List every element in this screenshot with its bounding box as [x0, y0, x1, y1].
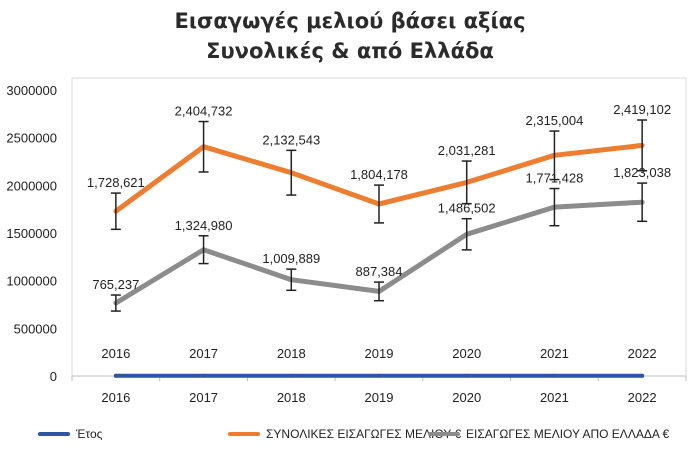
data-label: 2016	[101, 346, 130, 361]
x-tick-label: 2022	[628, 390, 657, 405]
series-2: 765,237 1,324,980 1,009,889 887,384 1,486,50…	[92, 165, 671, 312]
data-label: 2,404,732	[175, 104, 233, 119]
x-tick-label: 2019	[365, 390, 394, 405]
data-label: 887,384	[356, 264, 403, 279]
data-label: 2,419,102	[613, 102, 671, 117]
y-tick-label: 2500000	[6, 131, 57, 146]
data-point	[201, 373, 206, 378]
series-1: 1,728,621 2,404,732 2,132,543 1,804,178 2,03…	[87, 102, 671, 231]
legend-label: ΣΥΝΟΛΙΚΕΣ ΕΙΣΑΓΩΓΕΣ ΜΕΛΙΟΥ €	[266, 427, 461, 441]
data-label: 1,486,502	[438, 201, 496, 216]
x-tick-label: 2016	[101, 390, 130, 405]
y-tick-label: 0	[50, 369, 57, 384]
x-tick-label: 2017	[189, 390, 218, 405]
y-tick-label: 500000	[14, 321, 57, 336]
data-label: 2,315,004	[526, 113, 584, 128]
y-tick-label: 1000000	[6, 274, 57, 289]
data-point	[289, 373, 294, 378]
data-label: 2021	[540, 346, 569, 361]
legend-item: ΕΙΣΑΓΩΓΕΣ ΜΕΛΙΟΥ ΑΠΟ ΕΛΛΑΔΑ €	[428, 427, 670, 441]
data-label: 2,031,281	[438, 143, 496, 158]
data-label: 1,324,980	[175, 218, 233, 233]
data-label: 1,009,889	[262, 251, 320, 266]
data-label: 2022	[628, 346, 657, 361]
legend: Έτος ΣΥΝΟΛΙΚΕΣ ΕΙΣΑΓΩΓΕΣ ΜΕΛΙΟΥ € ΕΙΣΑΓΩΓΕ…	[38, 427, 670, 441]
data-point	[113, 373, 118, 378]
y-tick-label: 1500000	[6, 226, 57, 241]
data-point	[552, 373, 557, 378]
chart-title-line-2: Συνολικές & από Ελλάδα	[206, 39, 494, 63]
data-label: 2017	[189, 346, 218, 361]
x-tick-label: 2020	[452, 390, 481, 405]
legend-label: ΕΙΣΑΓΩΓΕΣ ΜΕΛΙΟΥ ΑΠΟ ΕΛΛΑΔΑ €	[466, 427, 670, 441]
data-label: 2020	[452, 346, 481, 361]
data-label: 2018	[277, 346, 306, 361]
data-point	[377, 373, 381, 378]
y-tick-label: 3000000	[6, 83, 57, 98]
data-label: 2,132,543	[262, 132, 320, 147]
x-tick-label: 2018	[277, 390, 306, 405]
y-tick-label: 2000000	[6, 178, 57, 193]
chart-title: Εισαγωγές μελιού βάσει αξίας Συνολικές &…	[0, 6, 700, 66]
data-label: 765,237	[92, 277, 139, 292]
series-0: 2016 2017 2018 2019 2020 2021 2022	[101, 346, 657, 378]
legend-label: Έτος	[75, 427, 103, 441]
plot-area	[71, 77, 687, 377]
legend-item: Έτος	[38, 427, 103, 441]
chart-title-line-1: Εισαγωγές μελιού βάσει αξίας	[174, 9, 526, 33]
legend-item: ΣΥΝΟΛΙΚΕΣ ΕΙΣΑΓΩΓΕΣ ΜΕΛΙΟΥ €	[228, 427, 461, 441]
data-label: 1,804,178	[350, 167, 408, 182]
data-label: 1,728,621	[87, 175, 145, 190]
data-point	[464, 373, 469, 378]
data-label: 2019	[365, 346, 394, 361]
data-point	[640, 373, 645, 378]
data-label: 1,771,428	[526, 171, 584, 186]
x-tick-label: 2021	[540, 390, 569, 405]
data-label: 1,823,038	[613, 165, 671, 180]
